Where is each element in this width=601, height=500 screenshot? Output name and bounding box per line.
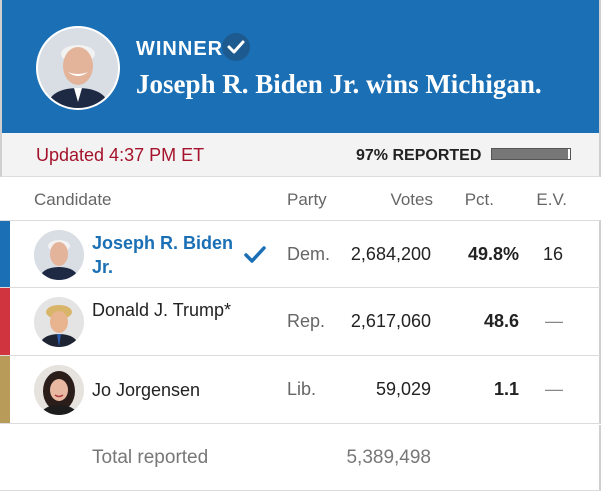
party-cell: Dem. xyxy=(287,244,331,264)
header-candidate: Candidate xyxy=(34,190,112,209)
ev-cell: — xyxy=(545,379,563,399)
candidate-name: Joseph R. Biden Jr. xyxy=(92,233,234,277)
reported-label: 97% REPORTED xyxy=(356,147,482,164)
pct-cell: 49.8% xyxy=(467,244,519,264)
check-icon xyxy=(243,244,267,266)
table-row: Donald J. Trump* Rep. 2,617,060 48.6 — xyxy=(0,288,601,356)
avatar xyxy=(34,230,84,280)
header-pct: Pct. xyxy=(464,190,494,209)
party-color-bar xyxy=(0,221,10,287)
ev-cell: 16 xyxy=(542,244,563,264)
status-bar: Updated 4:37 PM ET 97% REPORTED xyxy=(0,133,601,177)
party-color-bar xyxy=(0,356,10,423)
votes-cell: 2,617,060 xyxy=(350,311,431,331)
headline: Joseph R. Biden Jr. wins Michigan. xyxy=(136,69,542,99)
total-row: Total reported 5,389,498 xyxy=(0,425,601,491)
winner-banner: WINNER Joseph R. Biden Jr. wins Michigan… xyxy=(0,0,601,133)
party-cell: Rep. xyxy=(287,311,326,331)
table-row: Jo Jorgensen Lib. 59,029 1.1 — xyxy=(0,356,601,424)
avatar xyxy=(34,297,84,347)
votes-cell: 59,029 xyxy=(375,379,431,399)
check-icon xyxy=(222,33,250,61)
avatar xyxy=(34,365,84,415)
total-votes: 5,389,498 xyxy=(346,447,431,468)
ev-cell: — xyxy=(545,311,563,331)
party-color-bar xyxy=(0,288,10,355)
winner-avatar xyxy=(36,26,120,110)
pct-cell: 1.1 xyxy=(493,379,519,399)
reported-progress-bar xyxy=(491,148,571,160)
votes-cell: 2,684,200 xyxy=(350,244,431,264)
header-votes: Votes xyxy=(390,190,433,209)
reported-progress-fill xyxy=(492,149,568,159)
table-row: Joseph R. Biden Jr. Dem. 2,684,200 49.8%… xyxy=(0,220,601,288)
header-party: Party xyxy=(287,190,327,209)
total-label: Total reported xyxy=(92,447,209,468)
header-ev: E.V. xyxy=(536,190,567,209)
party-cell: Lib. xyxy=(287,379,317,399)
winner-label: WINNER xyxy=(136,38,224,60)
table-header: Candidate Party Votes Pct. E.V. xyxy=(0,178,601,220)
candidate-name: Donald J. Trump* xyxy=(92,300,232,320)
pct-cell: 48.6 xyxy=(483,311,519,331)
updated-timestamp: Updated 4:37 PM ET xyxy=(36,145,205,165)
candidate-name: Jo Jorgensen xyxy=(92,380,201,400)
